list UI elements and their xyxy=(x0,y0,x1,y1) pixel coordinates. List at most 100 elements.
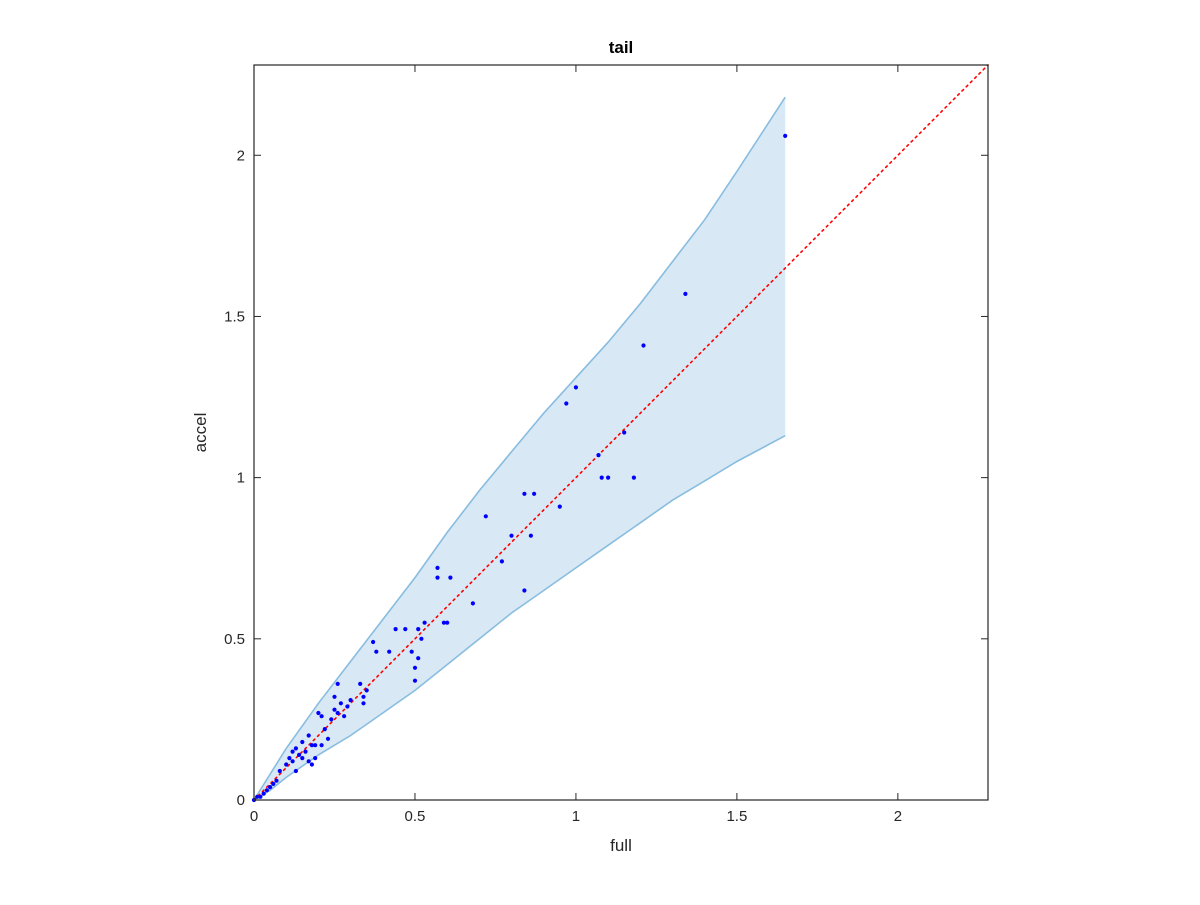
data-point xyxy=(325,736,331,741)
data-point xyxy=(303,749,308,754)
data-point xyxy=(284,762,289,767)
y-tick-label: 2 xyxy=(237,147,245,164)
x-tick-label: 1 xyxy=(572,808,580,825)
data-point xyxy=(316,710,321,716)
data-point xyxy=(412,678,418,683)
data-point xyxy=(361,701,366,706)
data-point xyxy=(358,681,363,687)
data-point xyxy=(499,559,504,564)
data-point xyxy=(374,649,379,654)
data-point xyxy=(345,704,350,709)
axes-layer xyxy=(253,64,989,801)
data-point xyxy=(564,401,569,406)
data-point xyxy=(290,749,295,754)
data-point xyxy=(419,636,424,641)
data-point xyxy=(371,639,376,645)
data-point xyxy=(596,453,601,458)
data-point xyxy=(387,649,392,654)
data-point xyxy=(422,620,427,625)
reference-line-layer xyxy=(253,64,989,801)
data-point xyxy=(300,756,305,761)
x-tick-label: 2 xyxy=(894,808,902,825)
data-point xyxy=(313,756,318,761)
data-point xyxy=(293,746,298,751)
data-point xyxy=(261,791,266,796)
data-point xyxy=(683,291,688,296)
data-point xyxy=(509,533,514,538)
data-point xyxy=(313,743,318,748)
x-tick-label: 1.5 xyxy=(726,808,747,825)
data-point xyxy=(412,665,418,670)
data-point xyxy=(329,717,334,722)
data-point xyxy=(335,710,340,716)
data-point xyxy=(573,385,579,390)
data-point xyxy=(483,514,488,519)
data-point xyxy=(522,588,527,593)
y-tick-label: 0 xyxy=(237,792,245,809)
y-tick-label: 0.5 xyxy=(224,631,245,648)
y-tick-label: 1 xyxy=(237,470,245,487)
data-point xyxy=(319,743,324,748)
data-point xyxy=(783,133,788,138)
data-point xyxy=(258,794,263,799)
data-point xyxy=(409,649,414,654)
data-point xyxy=(309,762,314,767)
data-point xyxy=(335,681,340,687)
data-point xyxy=(290,759,295,764)
data-points-layer xyxy=(251,133,788,803)
data-point xyxy=(557,504,562,509)
band-fill xyxy=(254,97,786,800)
x-axis-label: full xyxy=(610,836,632,855)
confidence-band-layer xyxy=(253,96,786,801)
data-point xyxy=(364,688,369,693)
data-point xyxy=(528,533,534,538)
band-lower-edge xyxy=(253,434,786,801)
y-axis-label: accel xyxy=(191,413,210,453)
data-point xyxy=(435,565,440,571)
data-point xyxy=(322,727,327,732)
data-point xyxy=(522,491,527,496)
data-point xyxy=(348,698,353,703)
data-point xyxy=(599,475,604,480)
axes-box xyxy=(253,64,989,801)
data-point xyxy=(445,620,450,625)
data-point xyxy=(264,788,269,793)
x-tick-label: 0.5 xyxy=(405,808,426,825)
data-point xyxy=(416,627,421,632)
x-tick-label: 0 xyxy=(250,808,258,825)
data-point xyxy=(435,575,440,580)
data-point xyxy=(332,694,337,699)
data-point xyxy=(393,627,398,632)
chart-title: tail xyxy=(609,38,634,57)
data-point xyxy=(403,627,408,632)
data-point xyxy=(309,743,314,748)
y-tick-label: 1.5 xyxy=(224,308,245,325)
data-point xyxy=(416,656,421,661)
data-point xyxy=(255,794,260,799)
data-point xyxy=(342,714,347,719)
ticks-layer: 0 0.5 1 1.5 2 0 0.5 1 1.5 2 xyxy=(224,65,988,825)
data-point xyxy=(293,768,298,774)
data-point xyxy=(622,430,627,435)
data-point xyxy=(631,475,637,480)
data-point xyxy=(441,620,446,625)
reference-line xyxy=(253,64,989,801)
data-point xyxy=(268,785,273,790)
data-point xyxy=(287,756,292,761)
band-upper-edge xyxy=(253,96,786,801)
data-point xyxy=(297,752,302,758)
data-point xyxy=(361,694,366,699)
data-point xyxy=(274,778,279,783)
data-point xyxy=(306,759,311,764)
data-point xyxy=(448,575,453,580)
data-point xyxy=(306,733,311,738)
data-point xyxy=(641,343,646,348)
data-point xyxy=(338,701,343,706)
data-point xyxy=(271,781,276,787)
data-point xyxy=(332,707,337,712)
data-point xyxy=(606,475,611,480)
data-point xyxy=(532,491,537,496)
data-point xyxy=(300,739,305,745)
